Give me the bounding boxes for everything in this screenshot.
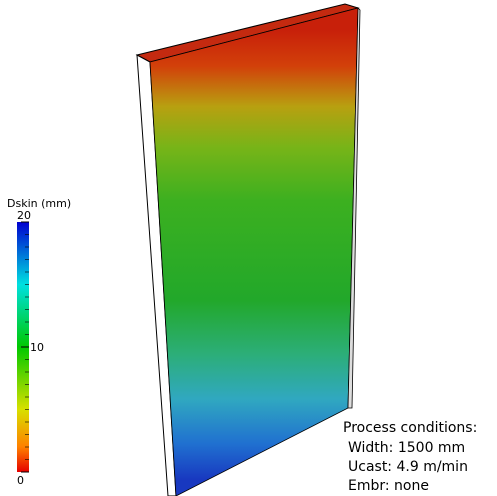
slab-face xyxy=(150,8,358,496)
annotation-line: Embr: none xyxy=(348,478,429,494)
annotation-line: Width: 1500 mm xyxy=(348,440,465,456)
annotation-title: Process conditions: xyxy=(343,420,477,436)
scene: Dskin (mm) 01020 Process conditions: Wid… xyxy=(0,0,497,496)
annotation-lines: Width: 1500 mm Ucast: 4.9 m/min Embr: none xyxy=(348,440,468,494)
tick-label: 0 xyxy=(17,474,24,487)
tick-label: 20 xyxy=(17,209,31,222)
annotation-line: Ucast: 4.9 m/min xyxy=(348,459,468,475)
page: Dskin (mm) 01020 Process conditions: Wid… xyxy=(0,0,497,496)
tick-label: 10 xyxy=(30,341,44,354)
